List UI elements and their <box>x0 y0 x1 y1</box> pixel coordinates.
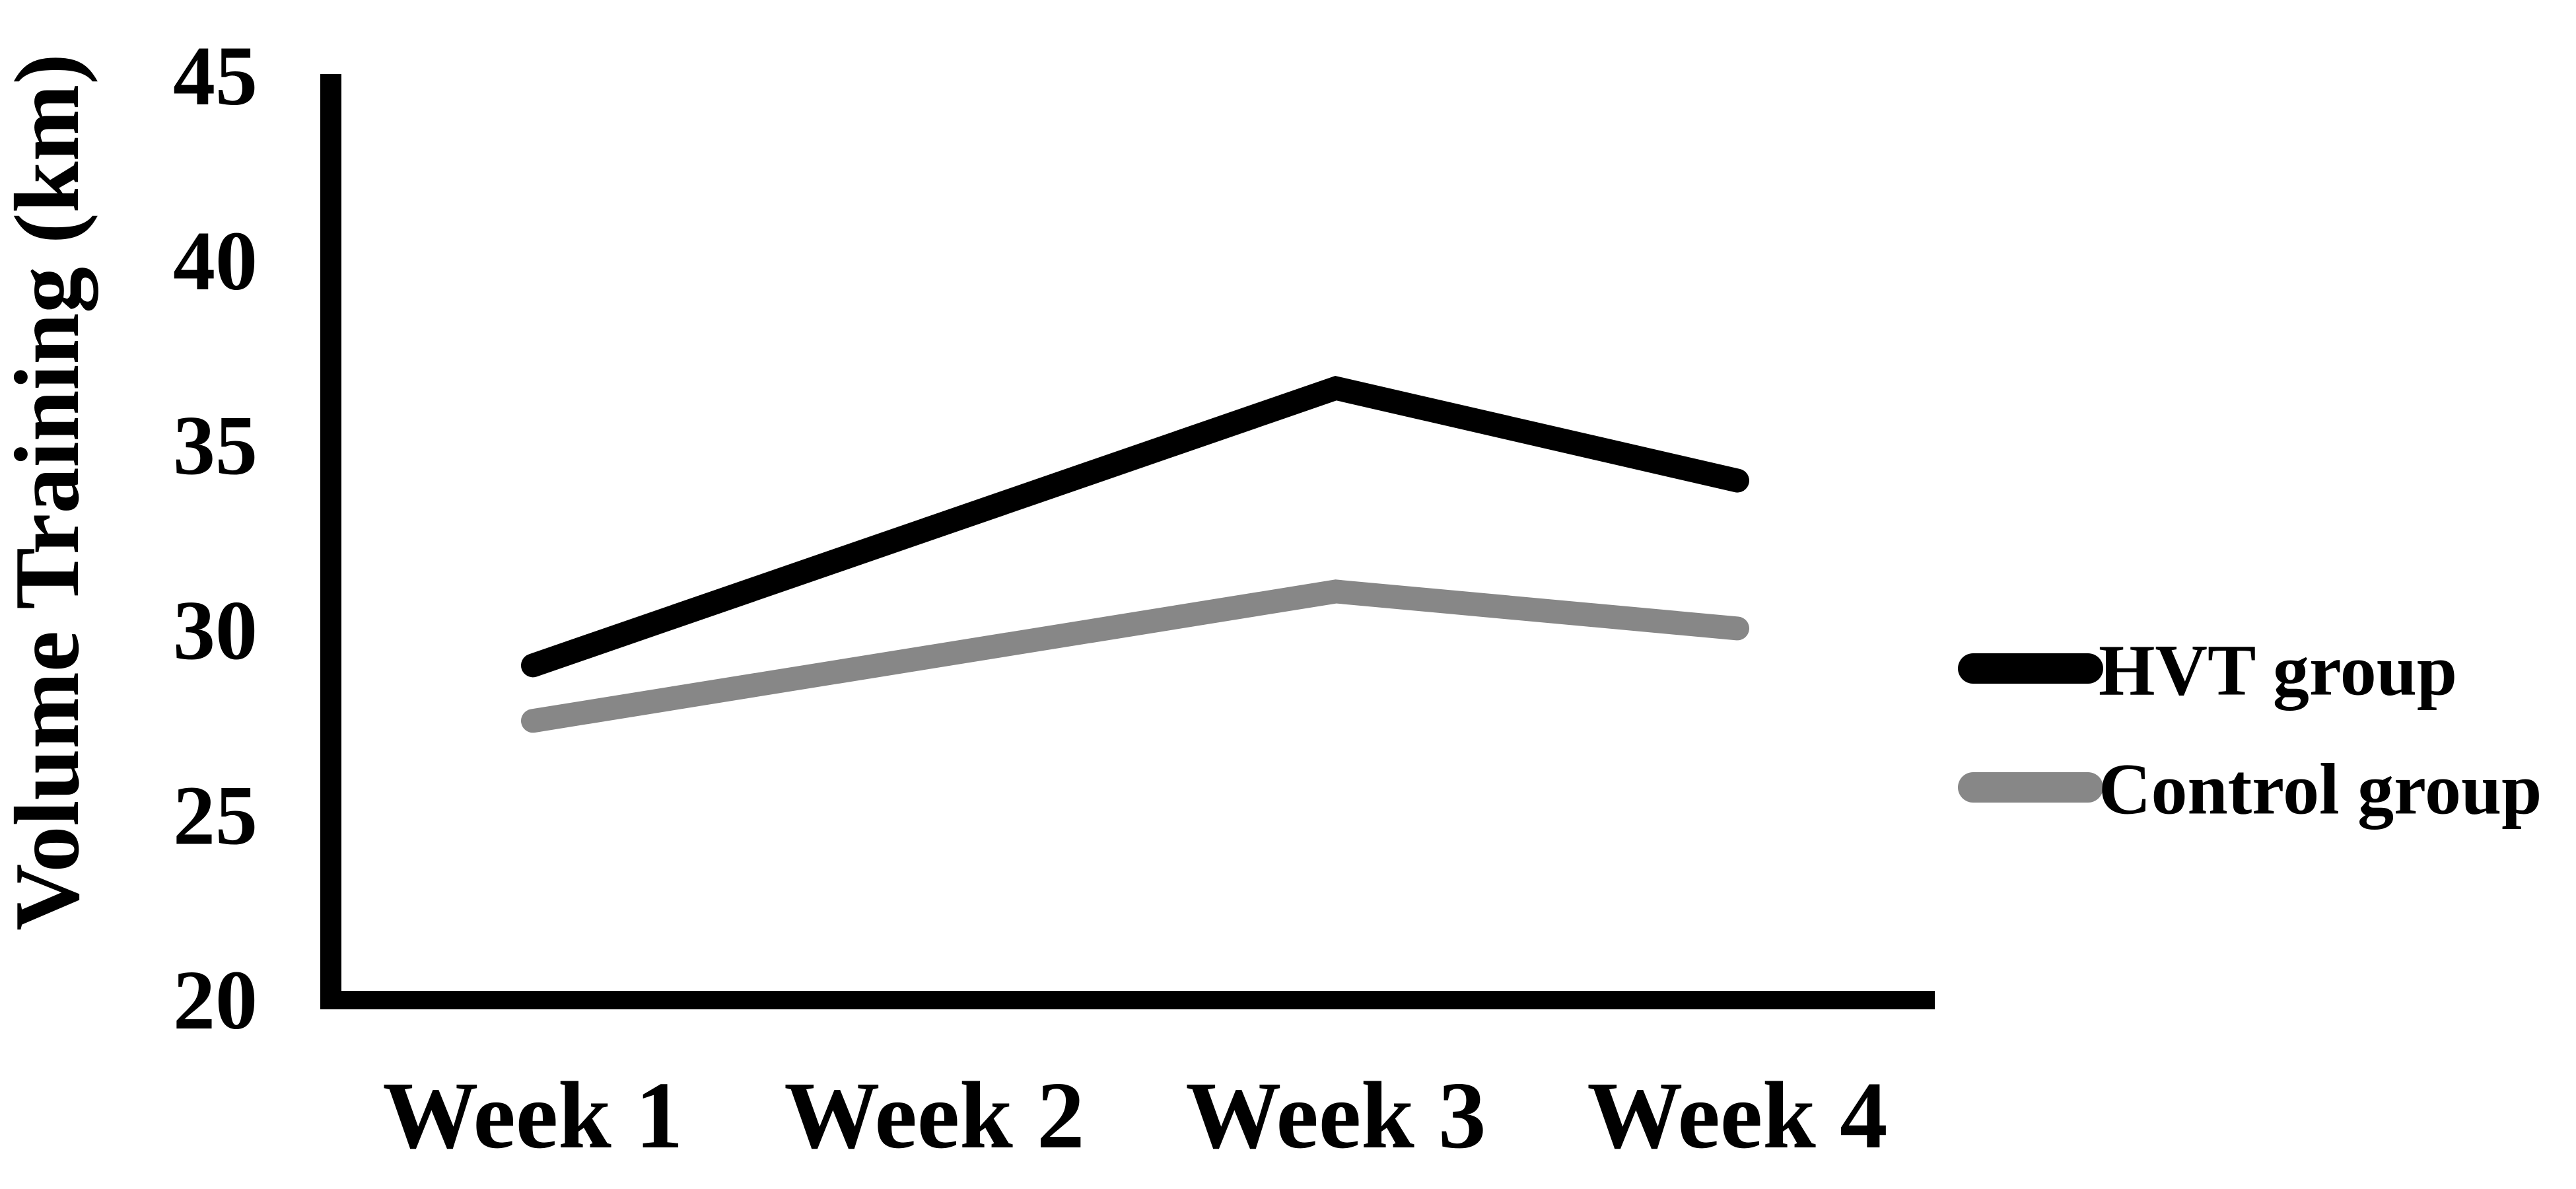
y-tick-label: 20 <box>173 953 258 1047</box>
x-category-label: Week 4 <box>1587 1063 1887 1169</box>
y-axis-title: Volume Training (km) <box>0 54 98 931</box>
series-line-control-group <box>521 579 1749 733</box>
y-tick-label: 40 <box>173 214 258 308</box>
x-category-label: Week 2 <box>784 1063 1084 1169</box>
y-tick-label: 45 <box>173 29 258 123</box>
y-tick-label: 35 <box>173 399 258 493</box>
y-tick-label: 30 <box>173 583 258 677</box>
x-category-label: Week 1 <box>382 1063 683 1169</box>
x-category-label: Week 3 <box>1185 1063 1486 1169</box>
y-tick-label: 25 <box>173 768 258 862</box>
series-line-hvt-group <box>521 375 1749 678</box>
legend-label: HVT group <box>2099 630 2457 711</box>
legend-label: Control group <box>2099 749 2542 830</box>
